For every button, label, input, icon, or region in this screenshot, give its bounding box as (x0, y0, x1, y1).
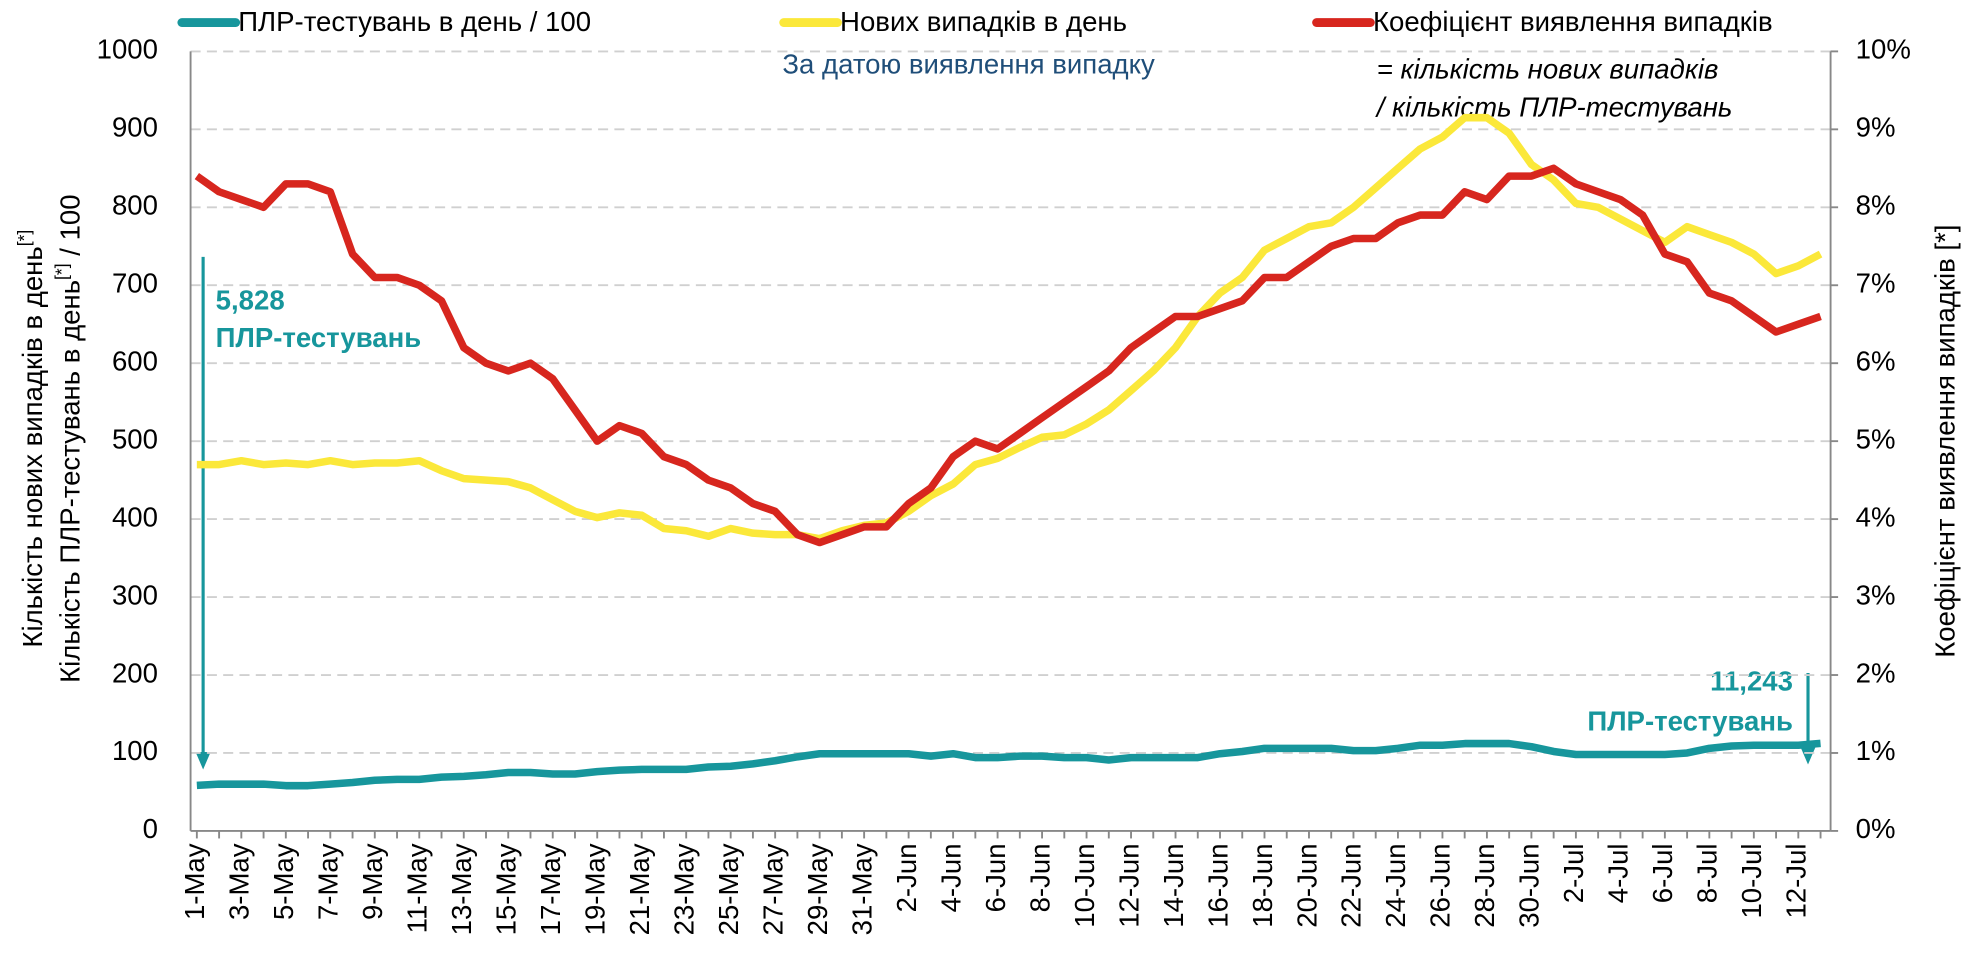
x-tick-label: 2-Jul (1558, 843, 1589, 903)
y-tick-label: 900 (112, 112, 158, 143)
y2-tick-label: 7% (1856, 268, 1896, 299)
annotation: ПЛР-тестувань (216, 322, 422, 353)
x-tick-label: 2-Jun (891, 843, 922, 912)
x-tick-label: 6-Jun (980, 843, 1011, 912)
x-tick-label: 10-Jun (1069, 843, 1100, 927)
series-line (196, 113, 1823, 543)
x-tick-label: 28-Jun (1469, 843, 1500, 927)
x-tick-label: 16-Jun (1202, 843, 1233, 927)
y2-tick-label: 9% (1856, 112, 1896, 143)
y-axis-label-part: / 100 (55, 194, 86, 263)
x-tick-label: 5-May (268, 843, 299, 920)
y2-tick-label: 0% (1856, 813, 1896, 844)
arrow-head (195, 751, 211, 770)
x-tick-label: 8-Jun (1024, 843, 1055, 912)
x-tick-label: 31-May (846, 843, 877, 935)
y-axis-label-sup: [*] (14, 230, 34, 247)
y-tick-label: 100 (112, 735, 158, 766)
x-tick-label: 14-Jun (1158, 843, 1189, 927)
x-tick-label: 8-Jul (1692, 843, 1723, 903)
x-tick-label: 6-Jul (1647, 843, 1678, 903)
x-tick-label: 22-Jun (1336, 843, 1367, 927)
y2-tick-label: 8% (1856, 190, 1896, 221)
x-tick-label: 11-May (402, 843, 433, 933)
x-tick-label: 27-May (757, 843, 788, 935)
legend-label: ПЛР-тестувань в день / 100 (238, 6, 591, 37)
annotation: = кількість нових випадків (1377, 54, 1719, 85)
y2-tick-label: 6% (1856, 345, 1896, 376)
y-tick-label: 700 (112, 268, 158, 299)
annotation: ПЛР-тестувань (1587, 705, 1793, 736)
x-tick-label: 29-May (802, 843, 833, 935)
y2-tick-label: 1% (1856, 735, 1896, 766)
y-axis-label-sup: [*] (51, 263, 71, 280)
y-tick-label: 200 (112, 657, 158, 688)
legend-label: Коефіцієнт виявлення випадків (1373, 6, 1773, 37)
y-axis-label: Кількість ПЛР-тестувань в день[*] / 100 (51, 194, 86, 682)
y-tick-label: 400 (112, 501, 158, 532)
y2-axis-label: Коефіцієнт виявлення випадків [*] (1929, 225, 1960, 658)
y-tick-label: 1000 (97, 34, 158, 65)
legend-label: Нових випадків в день (840, 6, 1127, 37)
x-tick-label: 18-Jun (1247, 843, 1278, 927)
x-tick-label: 3-May (224, 843, 255, 920)
x-tick-label: 9-May (357, 843, 388, 920)
x-tick-label: 12-Jul (1781, 843, 1812, 918)
x-tick-label: 23-May (668, 843, 699, 935)
y2-tick-label: 4% (1856, 501, 1896, 532)
x-tick-label: 15-May (491, 843, 522, 935)
x-tick-label: 7-May (313, 843, 344, 920)
y2-tick-label: 3% (1856, 579, 1896, 610)
y-tick-label: 800 (112, 190, 158, 221)
x-tick-label: 25-May (713, 843, 744, 935)
series-line (196, 739, 1821, 790)
x-tick-label: 30-Jun (1514, 843, 1545, 927)
chart-subtitle: За датою виявлення випадку (782, 49, 1155, 80)
annotation: 11,243 (1710, 665, 1793, 696)
x-tick-label: 24-Jun (1380, 843, 1411, 927)
y-tick-label: 600 (112, 345, 158, 376)
y2-tick-label: 10% (1856, 34, 1911, 65)
x-tick-label: 10-Jul (1736, 843, 1767, 918)
y2-tick-label: 5% (1856, 423, 1896, 454)
y-tick-label: 0 (143, 813, 158, 844)
x-tick-label: 20-Jun (1291, 843, 1322, 927)
y-axis-label-part: Кількість нових випадків в день (17, 246, 48, 647)
y-tick-label: 300 (112, 579, 158, 610)
x-tick-label: 19-May (579, 843, 610, 935)
y-axis-label: Кількість нових випадків в день[*] (14, 230, 49, 648)
x-tick-label: 12-Jun (1113, 843, 1144, 927)
y2-tick-label: 2% (1856, 657, 1896, 688)
x-tick-label: 1-May (179, 843, 210, 920)
x-tick-label: 13-May (446, 843, 477, 935)
arrow-head (1800, 746, 1816, 765)
y-tick-label: 500 (112, 423, 158, 454)
annotation: 5,828 (216, 284, 285, 315)
x-tick-label: 26-Jun (1425, 843, 1456, 927)
x-tick-label: 17-May (535, 843, 566, 935)
x-tick-label: 21-May (624, 843, 655, 935)
annotation: / кількість ПЛР-тестувань (1375, 91, 1733, 122)
y-axis-label-part: Кількість ПЛР-тестувань в день (55, 280, 86, 683)
series-line (194, 164, 1822, 547)
x-tick-label: 4-Jun (935, 843, 966, 912)
x-tick-label: 4-Jul (1603, 843, 1634, 903)
